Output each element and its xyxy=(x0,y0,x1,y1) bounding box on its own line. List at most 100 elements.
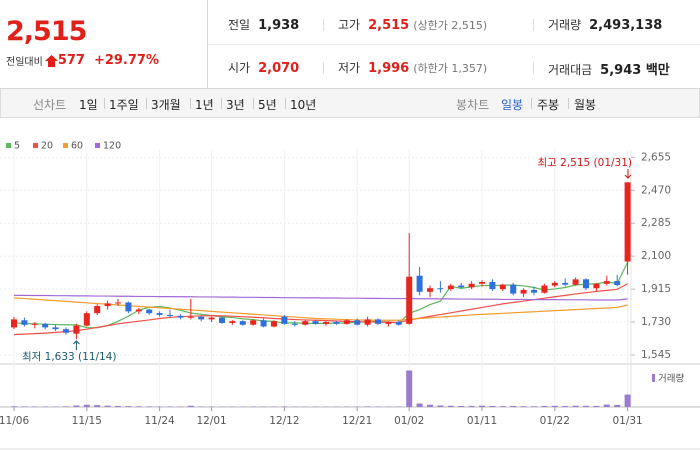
stat-label: 전일 xyxy=(228,18,251,32)
separator xyxy=(190,98,191,109)
candle-tab[interactable]: 일봉 xyxy=(501,98,524,112)
stat-value: 1,996 xyxy=(368,61,410,76)
volume-bar xyxy=(416,403,423,407)
volume-bar xyxy=(593,405,600,407)
candle-body xyxy=(94,306,101,314)
volume-bar xyxy=(510,405,517,407)
volume-bar xyxy=(583,405,589,407)
volume-bar xyxy=(42,406,49,407)
candle-body xyxy=(42,323,49,328)
volume-bar xyxy=(541,405,548,407)
candle-tab[interactable]: 주봉 xyxy=(537,98,560,112)
legend-swatch xyxy=(63,143,68,148)
candle-tab[interactable]: 월봉 xyxy=(574,98,597,112)
candle-body xyxy=(11,319,17,328)
quote-header: 2,515 전일대비 577 +29.77% xyxy=(0,0,700,89)
candle-body xyxy=(406,276,413,324)
candle-body xyxy=(375,319,381,324)
y-tick-label: 1,730 xyxy=(641,316,671,328)
volume-bar xyxy=(198,406,205,407)
candle-body xyxy=(364,319,371,325)
volume-bar xyxy=(437,405,444,407)
volume-bar xyxy=(250,406,257,407)
stat-item: 고가 2,515 (상한가 2,515) xyxy=(338,16,487,33)
stat-value: 1,938 xyxy=(258,18,300,33)
separator xyxy=(323,62,324,74)
candle-body xyxy=(229,321,236,323)
ma-line xyxy=(13,297,628,321)
candle-body xyxy=(541,285,548,293)
volume-bar xyxy=(520,406,527,407)
separator xyxy=(104,98,105,109)
volume-bar xyxy=(531,406,537,407)
candle-body xyxy=(343,320,350,324)
candle-body xyxy=(291,323,298,325)
volume-bar xyxy=(21,406,28,407)
separator xyxy=(533,62,534,74)
period-tab[interactable]: 10년 xyxy=(290,98,317,112)
x-tick-label: 01/31 xyxy=(612,415,642,427)
period-tab[interactable]: 1년 xyxy=(195,98,214,112)
legend-swatch xyxy=(6,143,11,148)
low-arrow xyxy=(73,340,80,350)
separator xyxy=(285,98,286,109)
candle-body xyxy=(281,316,288,324)
x-tick-label: 11/24 xyxy=(144,415,175,427)
x-tick-label: 01/11 xyxy=(467,415,497,427)
candle-body xyxy=(177,315,184,318)
volume-bar xyxy=(364,406,371,407)
volume-bar xyxy=(83,404,90,407)
candle-body xyxy=(593,283,600,289)
volume-bar xyxy=(479,405,485,407)
candle-body xyxy=(614,281,621,286)
stat-note: (상한가 2,515) xyxy=(413,19,488,32)
volume-legend-label: 거래량 xyxy=(658,373,684,385)
candle-body xyxy=(562,282,569,285)
candle-body xyxy=(624,182,631,262)
divider xyxy=(208,44,700,45)
candle-body xyxy=(385,322,392,324)
candle-body xyxy=(312,321,319,324)
legend-label: 60 xyxy=(71,141,83,152)
candle-body xyxy=(21,320,28,325)
period-tab[interactable]: 1일 xyxy=(79,98,98,112)
candle-body xyxy=(219,317,225,323)
separator xyxy=(253,98,254,109)
candle-body xyxy=(395,322,402,325)
period-tab[interactable]: 5년 xyxy=(258,98,277,112)
x-tick-label: 12/21 xyxy=(342,415,372,427)
period-tab[interactable]: 3년 xyxy=(226,98,245,112)
price-box: 2,515 전일대비 577 +29.77% xyxy=(0,0,208,88)
candle-body xyxy=(271,321,277,327)
low-annotation: 최저 1,633 (11/14) xyxy=(22,351,117,363)
candle-body xyxy=(458,285,465,288)
stat-value: 2,070 xyxy=(258,61,300,76)
candle-body xyxy=(198,316,205,320)
volume-bar xyxy=(406,370,413,407)
period-tabs: 선차트 1일 1주일 3개월 1년 3년 5년 10년 봉차트 일봉 주봉 월봉 xyxy=(0,89,700,118)
volume-bar xyxy=(11,406,17,407)
volume-bar xyxy=(73,405,80,407)
stat-item: 거래대금 5,943 백만 xyxy=(548,59,670,78)
candle-body xyxy=(520,290,527,294)
y-tick-label: 2,655 xyxy=(641,151,671,163)
legend-swatch xyxy=(33,143,38,148)
candle-body xyxy=(603,281,610,284)
period-tab[interactable]: 3개월 xyxy=(151,98,181,112)
candle-body xyxy=(260,320,267,327)
candle-body xyxy=(302,321,309,325)
candle-body xyxy=(479,281,485,284)
candle-body xyxy=(416,275,423,292)
stat-label: 거래대금 xyxy=(548,63,593,77)
candle-body xyxy=(239,321,246,325)
candle-body xyxy=(187,316,194,318)
volume-legend-swatch xyxy=(652,374,655,382)
separator xyxy=(221,98,222,109)
x-tick-label: 11/06 xyxy=(0,415,29,427)
separator xyxy=(531,98,532,109)
candle-body xyxy=(52,327,59,330)
ma-line xyxy=(14,294,628,301)
candle-body xyxy=(499,284,506,290)
period-tab[interactable]: 1주일 xyxy=(109,98,139,112)
candle-body xyxy=(510,284,517,294)
